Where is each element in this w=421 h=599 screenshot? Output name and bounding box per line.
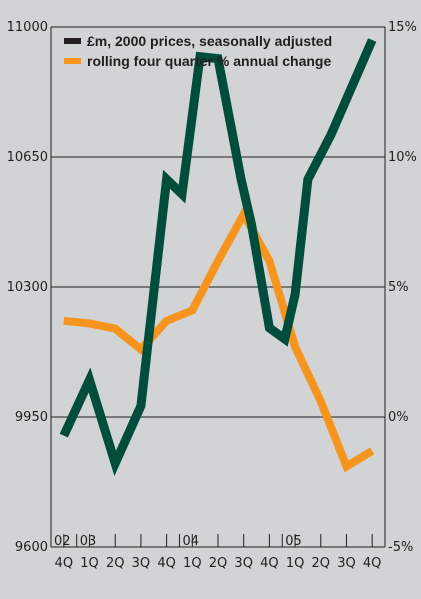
x-tick-label: 2Q — [106, 556, 125, 571]
left-tick-label: 9950 — [15, 410, 48, 425]
left-tick-label: 9600 — [15, 540, 48, 555]
x-tick-label: 1Q — [183, 556, 202, 571]
right-tick-label: 5% — [388, 280, 409, 295]
right-tick-label: 0% — [388, 410, 409, 425]
legend-label-series-1: £m, 2000 prices, seasonally adjusted — [87, 33, 332, 49]
left-axis: 11000 10650 10300 9950 9600 — [7, 20, 48, 555]
x-tick-label: 2Q — [312, 556, 331, 571]
year-label: 04 — [182, 534, 199, 549]
x-tick-label: 4Q — [260, 556, 279, 571]
legend-label-series-2: rolling four quarter % annual change — [87, 53, 331, 69]
year-label: 03 — [80, 534, 97, 549]
series-layer — [59, 38, 377, 477]
series-line-1 — [59, 38, 377, 477]
x-tick-label: 4Q — [363, 556, 382, 571]
x-tick-label: 4Q — [55, 556, 74, 571]
x-tick-label: 4Q — [157, 556, 176, 571]
x-tick-label: 3Q — [132, 556, 151, 571]
series-line-2 — [63, 205, 375, 473]
year-label: 02 — [54, 534, 71, 549]
grid — [50, 26, 386, 548]
x-tick-label: 3Q — [337, 556, 356, 571]
right-tick-label: 15% — [388, 20, 417, 35]
right-tick-label: -5% — [388, 540, 413, 555]
right-tick-label: 10% — [388, 150, 417, 165]
legend-swatch-series-1 — [64, 38, 81, 44]
x-tick-label: 1Q — [286, 556, 305, 571]
x-tick-label: 3Q — [234, 556, 253, 571]
left-tick-label: 10300 — [7, 280, 48, 295]
left-tick-label: 10650 — [7, 150, 48, 165]
year-label: 05 — [285, 534, 302, 549]
right-axis: 15% 10% 5% 0% -5% — [388, 20, 417, 555]
x-axis: 4Q 1Q 2Q 3Q 4Q 1Q 2Q 3Q 4Q 1Q 2Q 3Q 4Q 02 03 04 05 — [54, 534, 381, 571]
x-tick-label: 2Q — [209, 556, 228, 571]
left-tick-label: 11000 — [7, 20, 48, 35]
legend-swatch-series-2 — [64, 58, 81, 64]
legend: £m, 2000 prices, seasonally adjusted rol… — [64, 33, 332, 69]
x-tick-label: 1Q — [80, 556, 99, 571]
